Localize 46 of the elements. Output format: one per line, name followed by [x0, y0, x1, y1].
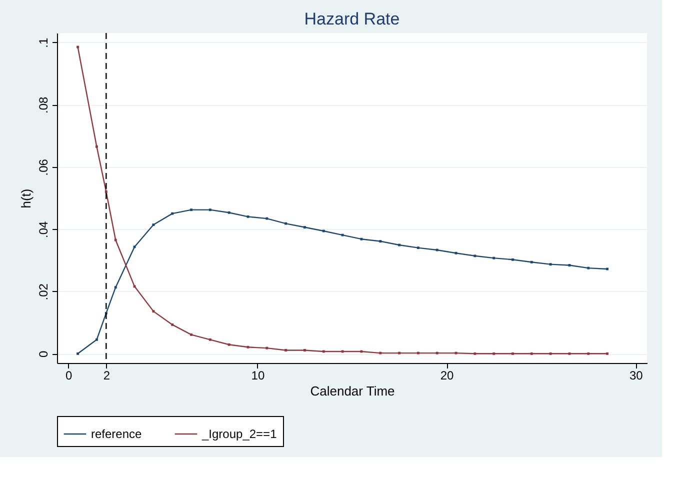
point [416, 246, 420, 250]
point [208, 208, 212, 212]
point [360, 238, 363, 240]
point [133, 246, 136, 248]
y-tick-label: .04 [36, 220, 50, 238]
point [530, 260, 533, 264]
point [114, 238, 117, 242]
point [549, 352, 552, 355]
x-tick-label: 20 [440, 368, 454, 382]
x-tick-label: 10 [251, 368, 265, 382]
point [341, 234, 344, 236]
line-series [76, 208, 609, 355]
y-tick-label: .1 [36, 38, 50, 48]
x-tick-label: 0 [66, 368, 72, 382]
point [76, 352, 80, 355]
point [474, 352, 476, 355]
point [208, 338, 212, 341]
y-tick-label: .08 [36, 96, 50, 114]
point [114, 286, 117, 289]
point [228, 343, 230, 346]
point [587, 266, 590, 270]
point [284, 222, 288, 225]
point [228, 211, 230, 214]
point [606, 352, 609, 355]
point [379, 352, 382, 354]
y-tick-label: .02 [36, 283, 50, 300]
legend-label: reference [91, 427, 142, 441]
x-tick-label: 30 [629, 368, 644, 382]
x-axis-title: Calendar Time [310, 384, 395, 398]
point [133, 285, 136, 288]
line-series [76, 46, 609, 355]
point [171, 212, 174, 215]
legend-label: _Igroup_2==1 [201, 427, 278, 441]
point [266, 217, 268, 220]
y-tick-label: .06 [36, 158, 50, 176]
point [436, 352, 438, 354]
point [492, 256, 496, 260]
point [152, 310, 155, 313]
point [549, 263, 552, 266]
chart-title: Hazard Rate [304, 9, 400, 28]
point [266, 346, 268, 350]
y-tick-label: 0 [36, 350, 50, 358]
x-tick-label: 2 [103, 368, 110, 382]
y-axis-title: h(t) [18, 188, 34, 208]
point [568, 352, 571, 355]
point [474, 254, 476, 258]
